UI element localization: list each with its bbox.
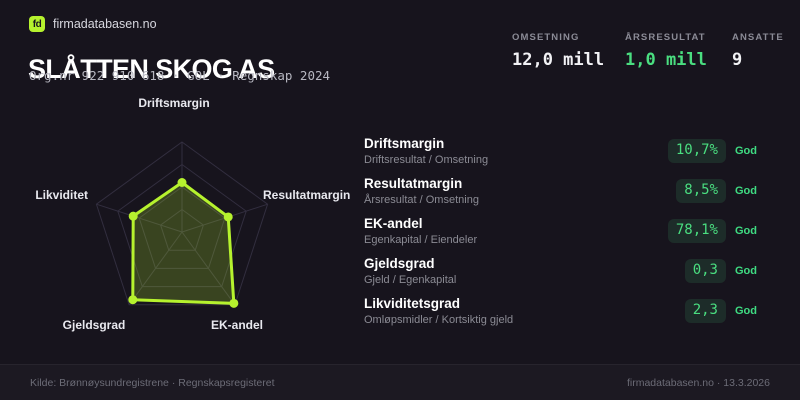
metric-value-badge: 8,5% (676, 179, 726, 203)
metric-name: Likviditetsgrad (364, 296, 461, 312)
brand-logo-icon: fd (29, 16, 45, 32)
stat-label: ÅRSRESULTAT (625, 32, 706, 43)
metric-formula: Omløpsmidler / Kortsiktig gjeld (364, 313, 514, 326)
company-name: SLÅTTEN SKOG AS (28, 54, 275, 85)
metric-rating-badge: God (735, 265, 757, 277)
brand-site-name: firmadatabasen.no (53, 17, 157, 31)
footer-attribution: firmadatabasen.no · 13.3.2026 (626, 376, 770, 389)
metric-name: Driftsmargin (364, 136, 445, 152)
metric-name: Gjeldsgrad (364, 256, 435, 272)
metric-rating-badge: God (735, 145, 757, 157)
stat-value: 9 (732, 50, 743, 70)
metric-formula: Årsresultat / Omsetning (364, 193, 479, 206)
metric-rating-badge: God (735, 305, 757, 317)
company-meta: Org.nr 922 910 618 · GOL · Regnskap 2024 (29, 68, 331, 83)
footer: Kilde: Brønnøysundregistrene · Regnskaps… (0, 364, 800, 400)
metric-row-driftsmargin: Driftsmargin Driftsresultat / Omsetning … (364, 131, 768, 171)
stat-label: OMSETNING (512, 32, 580, 43)
metric-formula: Driftsresultat / Omsetning (364, 153, 489, 166)
stat-label: ANSATTE (732, 32, 784, 43)
metric-row-resultatmargin: Resultatmargin Årsresultat / Omsetning 8… (364, 171, 768, 211)
metric-list: Driftsmargin Driftsresultat / Omsetning … (364, 131, 768, 331)
metric-value-badge: 10,7% (667, 139, 726, 163)
stat-ansatte: ANSATTE 9 (732, 32, 784, 70)
metric-name: EK-andel (364, 216, 423, 232)
radar-axis-label-resultatmargin: Resultatmargin (263, 188, 351, 202)
radar-chart (95, 141, 269, 308)
brand-link[interactable]: fd firmadatabasen.no (29, 16, 157, 32)
radar-axis-label-likviditet: Likviditet (35, 188, 88, 202)
radar-axis-label-driftsmargin: Driftsmargin (138, 96, 210, 110)
metric-rating-badge: God (735, 225, 757, 237)
metric-name: Resultatmargin (364, 176, 463, 192)
radar-axis-label-ek-andel: EK-andel (210, 318, 263, 332)
metric-value-badge: 2,3 (684, 299, 726, 323)
metric-formula: Gjeld / Egenkapital (364, 273, 457, 286)
metric-value-badge: 78,1% (667, 219, 726, 243)
stat-value: 12,0 mill (512, 50, 605, 70)
stat-omsetning: OMSETNING 12,0 mill (512, 32, 604, 70)
metric-formula: Egenkapital / Eiendeler (364, 233, 478, 246)
metric-row-ek-andel: EK-andel Egenkapital / Eiendeler 78,1% G… (364, 211, 768, 251)
stat-arsresultat: ÅRSRESULTAT 1,0 mill (625, 32, 707, 70)
metric-row-gjeldsgrad: Gjeldsgrad Gjeld / Egenkapital 0,3 God (364, 251, 768, 291)
metric-row-likviditetsgrad: Likviditetsgrad Omløpsmidler / Kortsikti… (364, 291, 768, 331)
metric-value-badge: 0,3 (684, 259, 726, 283)
footer-source: Kilde: Brønnøysundregistrene · Regnskaps… (30, 376, 275, 389)
radar-axis-label-gjeldsgrad: Gjeldsgrad (62, 318, 126, 332)
stat-value: 1,0 mill (625, 50, 707, 70)
metric-rating-badge: God (735, 185, 757, 197)
